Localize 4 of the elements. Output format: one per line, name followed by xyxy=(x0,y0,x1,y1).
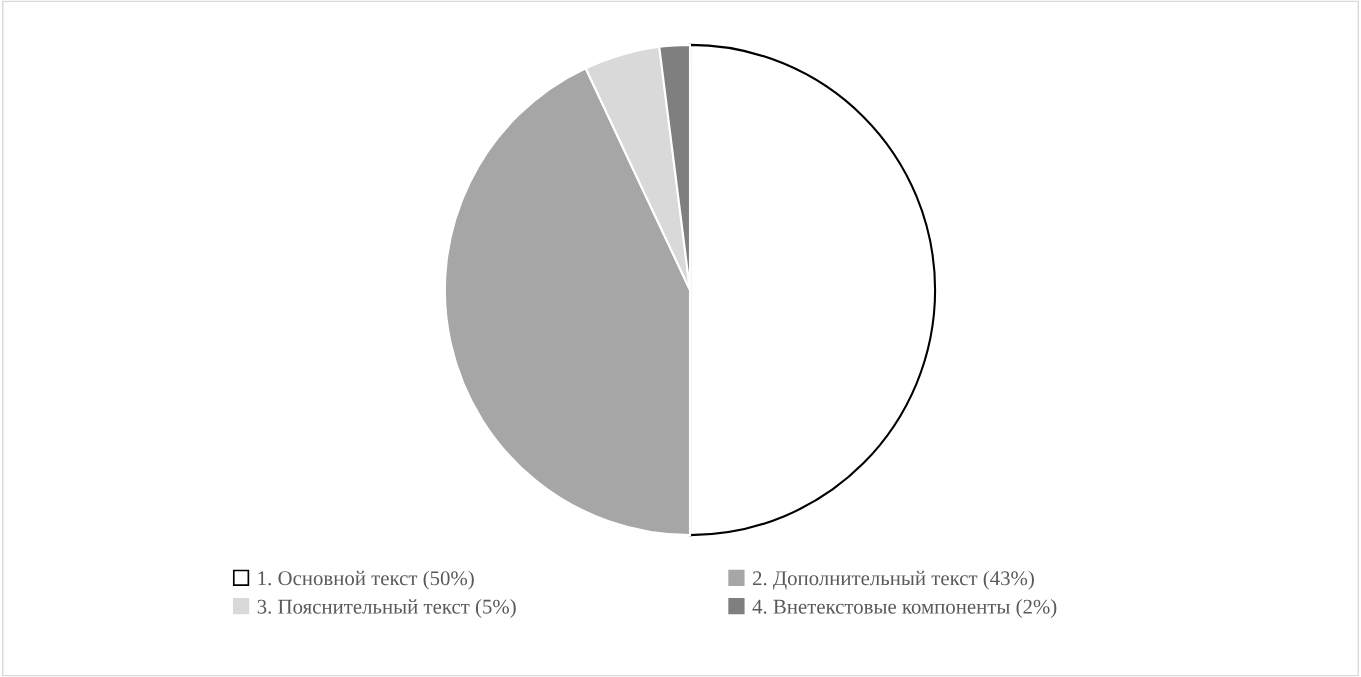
legend-label: 2. Дополнительный текст (43%) xyxy=(752,570,1034,590)
legend-label: 4. Внетекстовые компоненты (2%) xyxy=(752,599,1057,618)
legend-label: 1. Основной текст (50%) xyxy=(258,570,474,590)
legend-label: 3. Пояснительный текст (5%) xyxy=(257,599,516,618)
